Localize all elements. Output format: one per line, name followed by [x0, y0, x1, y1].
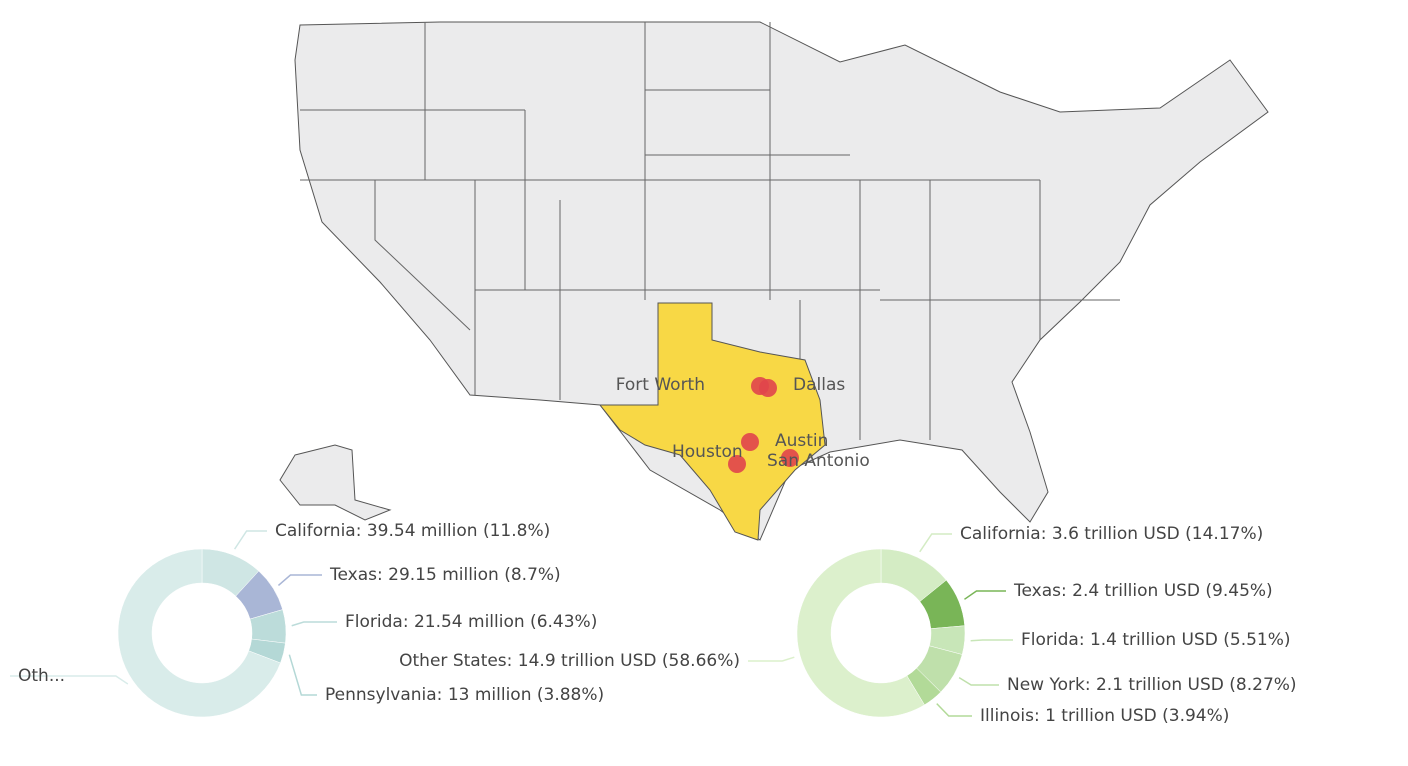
leader-line	[970, 639, 1013, 642]
slice-label: California: 3.6 trillion USD (14.17%)	[960, 524, 1263, 544]
city-label: Houston	[672, 442, 743, 462]
leader-line	[288, 654, 317, 696]
leader-line	[964, 590, 1006, 600]
leader-line	[958, 677, 999, 686]
leader-line	[291, 621, 337, 627]
slice-label: New York: 2.1 trillion USD (8.27%)	[1007, 675, 1297, 695]
us-map	[279, 21, 1269, 541]
slice-label: Other States: 14.9 trillion USD (58.66%)	[399, 651, 740, 671]
donut-charts: California: 39.54 million (11.8%) Texas: …	[10, 521, 1297, 726]
leader-line	[748, 656, 795, 662]
city-dot	[728, 455, 746, 473]
leader-line	[233, 530, 267, 550]
city-markers: Fort Worth Dallas Austin Houston San Antonio	[616, 375, 870, 473]
leader-line	[10, 675, 129, 685]
donut-slice	[117, 548, 281, 718]
us-states	[294, 21, 1269, 541]
slice-label: Florida: 1.4 trillion USD (5.51%)	[1021, 630, 1291, 650]
city-label: San Antonio	[767, 451, 870, 471]
city-dot	[759, 379, 777, 397]
donut-slice	[796, 548, 925, 718]
texas	[598, 302, 826, 541]
city-label: Fort Worth	[616, 375, 705, 395]
state-borders	[300, 22, 1120, 440]
city-dot	[741, 433, 759, 451]
alaska	[279, 444, 392, 521]
slice-label: California: 39.54 million (11.8%)	[275, 521, 550, 541]
slice-label: Texas: 29.15 million (8.7%)	[329, 565, 561, 585]
slice-label: Pennsylvania: 13 million (3.88%)	[325, 685, 604, 705]
leader-line	[936, 703, 972, 717]
city-label: Dallas	[793, 375, 845, 395]
slice-label: Florida: 21.54 million (6.43%)	[345, 612, 597, 632]
leader-line	[277, 574, 322, 587]
slice-label: Texas: 2.4 trillion USD (9.45%)	[1013, 581, 1273, 601]
city-dot	[781, 449, 799, 467]
slice-label: Oth...	[18, 666, 65, 686]
leader-line	[919, 533, 952, 553]
city-label: Austin	[775, 431, 828, 451]
slice-label: Illinois: 1 trillion USD (3.94%)	[980, 706, 1229, 726]
